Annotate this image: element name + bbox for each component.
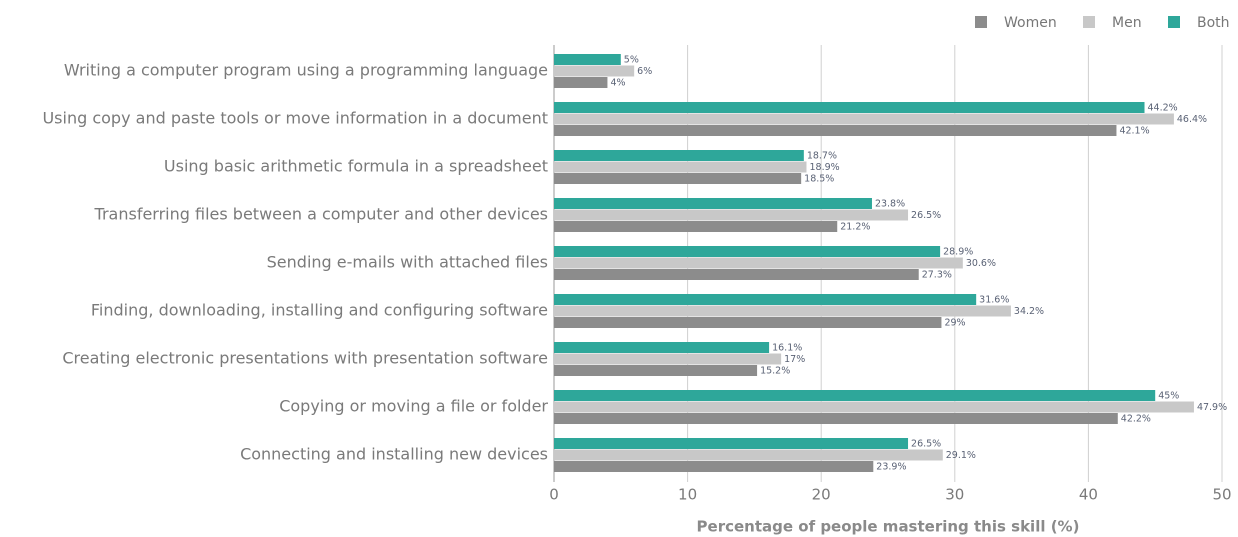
value-label: 27.3% [922,270,952,281]
value-label: 45% [1158,391,1179,402]
value-label: 44.2% [1148,103,1178,114]
category-label: Using copy and paste tools or move infor… [42,109,548,128]
value-label: 15.2% [760,366,790,377]
bar [554,125,1117,136]
x-tick-label: 10 [678,486,697,504]
category-label: Using basic arithmetic formula in a spre… [164,157,548,176]
bar [554,449,943,461]
bar [554,342,770,353]
value-label: 4% [610,78,625,89]
value-label: 18.5% [804,174,834,185]
bar [554,65,635,77]
x-axis-title: Percentage of people mastering this skil… [697,518,1080,536]
bar [554,413,1118,424]
bar [554,401,1194,413]
x-tick-label: 50 [1212,486,1231,504]
bar [554,317,942,328]
x-tick-label: 30 [945,486,964,504]
x-tick-label: 20 [812,486,831,504]
category-label: Creating electronic presentations with p… [62,349,548,368]
legend-label: Both [1197,15,1230,31]
value-label: 42.1% [1119,126,1149,137]
bar [554,257,963,269]
legend-label: Men [1112,15,1142,31]
bar [554,269,919,280]
value-label: 5% [624,55,639,66]
category-label: Transferring files between a computer an… [94,205,548,224]
x-tick-label: 40 [1079,486,1098,504]
bar [554,209,909,221]
value-label: 23.9% [876,462,906,473]
value-label: 6% [637,66,652,77]
value-label: 29.1% [946,450,976,461]
legend-swatch [1083,16,1095,28]
bar [554,150,804,161]
legend-swatch [1168,16,1180,28]
bar [554,54,621,65]
bar [554,246,941,257]
value-label: 26.5% [911,439,941,450]
value-label: 30.6% [966,258,996,269]
bar [554,198,872,209]
category-label: Writing a computer program using a progr… [64,61,548,80]
value-label: 46.4% [1177,114,1207,125]
value-label: 23.8% [875,199,905,210]
bar [554,461,874,472]
value-label: 29% [944,318,965,329]
bar [554,77,608,88]
category-label: Connecting and installing new devices [240,445,548,464]
x-tick-label: 0 [549,486,559,504]
bar [554,438,909,449]
bar [554,173,802,184]
bar [554,353,782,365]
value-label: 47.9% [1197,402,1227,413]
bar [554,221,838,232]
value-label: 34.2% [1014,306,1044,317]
value-label: 18.9% [810,162,840,173]
bar [554,390,1156,401]
value-label: 42.2% [1121,414,1151,425]
category-label: Copying or moving a file or folder [279,397,548,416]
value-label: 31.6% [979,295,1009,306]
bar [554,365,758,376]
value-label: 18.7% [807,151,837,162]
value-label: 28.9% [943,247,973,258]
value-label: 21.2% [840,222,870,233]
value-label: 26.5% [911,210,941,221]
bar [554,294,977,305]
legend-swatch [975,16,987,28]
bar [554,113,1174,125]
value-label: 16.1% [772,343,802,354]
category-label: Sending e-mails with attached files [267,253,548,272]
legend-label: Women [1004,15,1057,31]
value-label: 17% [784,354,805,365]
bar [554,102,1145,113]
category-label: Finding, downloading, installing and con… [91,301,548,320]
bar [554,161,807,173]
bar [554,305,1011,317]
